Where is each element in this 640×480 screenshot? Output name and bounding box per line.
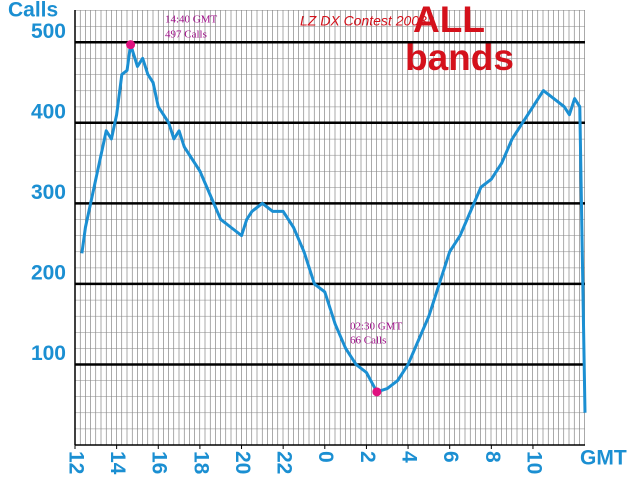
x-tick-label: 22 [273, 451, 296, 474]
annotation: 14:40 GMT [165, 14, 218, 26]
annotation: ALL [413, 0, 485, 40]
y-tick-label: 400 [31, 100, 66, 123]
x-tick-label: 0 [314, 451, 337, 463]
x-tick-label: 16 [148, 451, 171, 474]
annotation: 66 Calls [350, 335, 386, 347]
x-tick-label: 2 [356, 451, 379, 463]
x-tick-label: 10 [522, 451, 545, 474]
highlight-point [372, 387, 382, 397]
x-tick-label: 6 [439, 451, 462, 463]
y-tick-label: 200 [31, 261, 66, 284]
x-tick-label: 18 [189, 451, 212, 475]
x-axis-label: GMT [580, 447, 627, 470]
y-axis-label: Calls [8, 0, 58, 22]
x-tick-label: 20 [231, 451, 254, 474]
annotation: 497 Calls [165, 29, 207, 41]
y-tick-label: 300 [31, 181, 66, 204]
x-tick-label: 8 [481, 451, 504, 463]
annotation: 02:30 GMT [350, 321, 403, 333]
annotation: bands [405, 37, 514, 78]
x-tick-label: 12 [64, 451, 87, 474]
x-tick-label: 4 [398, 451, 421, 463]
x-tick-label: 14 [106, 451, 129, 475]
line-series [80, 43, 587, 413]
y-tick-label: 500 [31, 20, 66, 43]
chart-title: LZ DX Contest 2003 [300, 13, 427, 29]
highlight-point [126, 40, 136, 50]
y-tick-label: 100 [31, 342, 66, 365]
